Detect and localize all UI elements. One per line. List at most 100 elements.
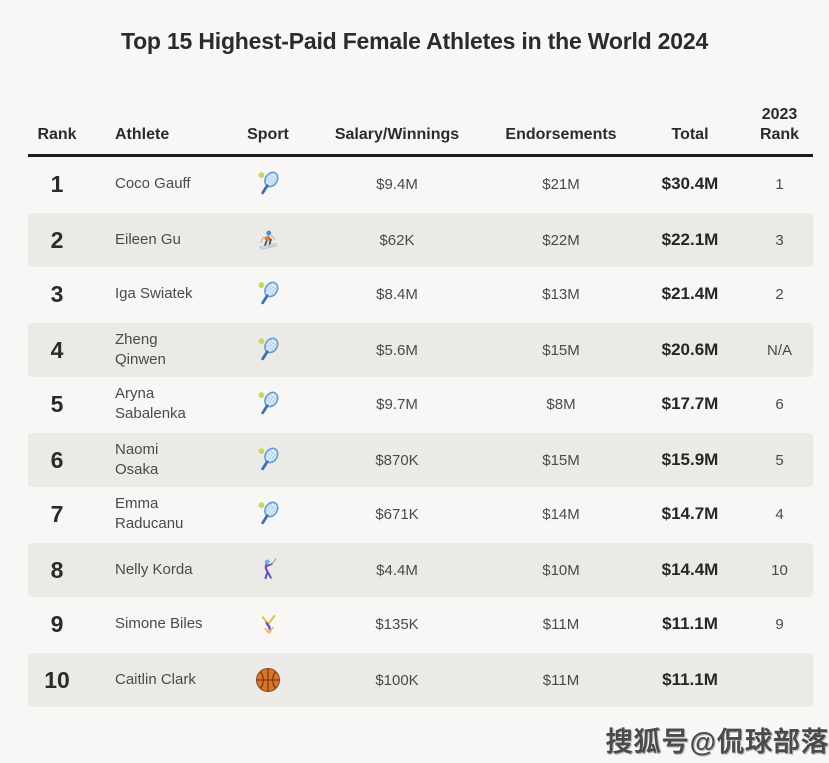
tennis-racket-icon [258,171,279,195]
athlete-name: Nelly Korda [115,560,193,578]
total-cell: $20.6M [661,340,719,359]
athlete-name: Eileen Gu [115,230,181,248]
rank-cell: 9 [50,610,64,637]
table-row: 3 Iga Swiatek $8.4M $13M $21.4M 2 [28,267,813,321]
rank2023-cell: 6 [775,395,784,413]
table-body: 1 Coco Gauff $9.4M $21M $30.4M 1 2 Eilee… [28,157,813,707]
rank-cell: 4 [50,336,64,363]
rank-cell: 3 [50,280,64,307]
col-header-endorsements: Endorsements [505,126,617,143]
salary-cell: $62K [379,231,415,249]
endorsements-cell: $13M [542,285,580,303]
rank2023-cell: 3 [775,231,784,249]
tennis-racket-icon [258,337,279,361]
table-row: 6 Naomi Osaka $870K $15M $15.9M 5 [28,433,813,487]
salary-cell: $9.4M [376,175,418,193]
salary-cell: $100K [375,671,419,689]
athletes-table: Rank Athlete Sport Salary/Winnings Endor… [28,105,813,707]
rank-cell: 7 [50,500,64,527]
athlete-name: Naomi Osaka [115,440,159,478]
endorsements-cell: $15M [542,341,580,359]
total-cell: $11.1M [662,670,718,689]
athlete-name: Iga Swiatek [115,284,193,302]
endorsements-cell: $11M [542,671,580,689]
athlete-name: Simone Biles [115,614,203,632]
rank2023-cell: 1 [775,175,784,193]
salary-cell: $4.4M [376,561,418,579]
athlete-name: Emma Raducanu [115,494,184,532]
basketball-icon [256,668,280,692]
endorsements-cell: $10M [542,561,580,579]
sport-cell [230,611,306,637]
table-row: 9 Simone Biles $135K $11M $11.1M 9 [28,597,813,651]
athlete-name: Coco Gauff [115,174,191,192]
total-cell: $17.7M [661,394,719,413]
tennis-racket-icon [258,281,279,305]
sport-cell [230,499,306,529]
tennis-racket-icon [258,391,279,415]
table-row: 7 Emma Raducanu $671K $14M $14.7M 4 [28,487,813,541]
tennis-racket-icon [258,501,279,525]
rank-cell: 10 [44,666,70,693]
gymnast-icon [261,614,276,634]
page: Top 15 Highest-Paid Female Athletes in t… [0,28,829,757]
table-header: Rank Athlete Sport Salary/Winnings Endor… [28,105,813,157]
table-row: 1 Coco Gauff $9.4M $21M $30.4M 1 [28,157,813,211]
athlete-name: Caitlin Clark [115,670,196,688]
sport-cell [230,664,306,696]
watermark: 搜狐号@侃球部落 [605,727,829,757]
total-cell: $30.4M [661,174,719,193]
total-cell: $22.1M [661,230,719,249]
table-row: 5 Aryna Sabalenka $9.7M $8M $17.7M 6 [28,377,813,431]
salary-cell: $870K [375,451,419,469]
rank2023-cell: N/A [766,341,792,359]
col-header-rank: Rank [37,126,77,143]
sport-cell [230,557,306,583]
col-header-athlete: Athlete [115,126,170,143]
sport-cell [230,169,306,199]
col-header-total: Total [671,126,709,143]
rank-cell: 6 [50,446,64,473]
salary-cell: $5.6M [376,341,418,359]
salary-cell: $135K [375,615,419,633]
endorsements-cell: $14M [542,505,580,523]
total-cell: $21.4M [661,284,719,303]
rank-cell: 1 [50,170,64,197]
table-row: 2 Eileen Gu $62K $22M $22.1M 3 [28,213,813,267]
rank2023-cell: 4 [775,505,784,523]
rank2023-cell: 5 [775,451,784,469]
salary-cell: $8.4M [376,285,418,303]
table-row: 8 Nelly Korda $4.4M $10M $14.4M 10 [28,543,813,597]
endorsements-cell: $22M [542,231,580,249]
endorsements-cell: $15M [542,451,580,469]
total-cell: $15.9M [661,450,719,469]
endorsements-cell: $11M [542,615,580,633]
sport-cell [230,335,306,365]
total-cell: $14.4M [661,560,719,579]
rank-cell: 5 [50,390,64,417]
rank-cell: 2 [50,226,64,253]
rank2023-cell: 10 [771,561,788,579]
table-row: 10 Caitlin Clark $100K $11M $11.1M [28,653,813,707]
rank2023-cell: 2 [775,285,784,303]
athlete-name: Zheng Qinwen [115,330,166,368]
sport-cell [230,389,306,419]
rank-cell: 8 [50,556,64,583]
col-header-sport: Sport [247,126,289,143]
page-title: Top 15 Highest-Paid Female Athletes in t… [120,28,709,54]
sport-cell [230,227,306,253]
athlete-name: Aryna Sabalenka [115,384,186,422]
skier-icon [259,230,278,251]
sport-cell [230,279,306,309]
endorsements-cell: $21M [542,175,580,193]
salary-cell: $9.7M [376,395,418,413]
sport-cell [230,445,306,475]
total-cell: $11.1M [662,614,718,633]
table-row: 4 Zheng Qinwen $5.6M $15M $20.6M N/A [28,323,813,377]
col-header-salary: Salary/Winnings [334,126,460,143]
total-cell: $14.7M [661,504,719,523]
rank2023-cell: 9 [775,615,784,633]
tennis-racket-icon [258,447,279,471]
endorsements-cell: $8M [546,395,576,413]
salary-cell: $671K [375,505,419,523]
